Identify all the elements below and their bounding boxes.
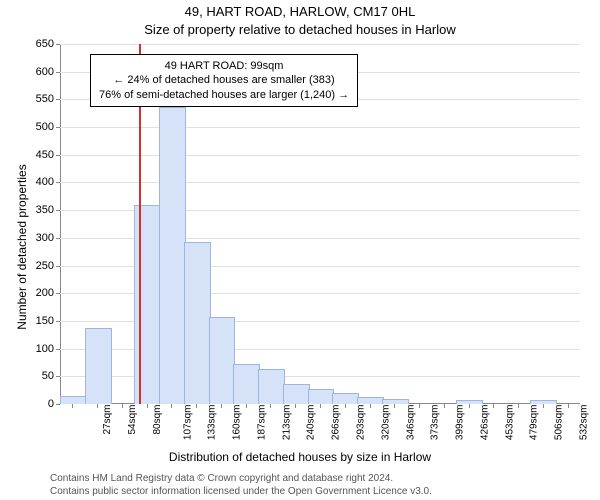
xtick-label: 373sqm — [430, 405, 441, 441]
ytick-mark — [56, 127, 60, 128]
annot-line2: ← 24% of detached houses are smaller (38… — [99, 73, 349, 87]
annotation-box: 49 HART ROAD: 99sqm ← 24% of detached ho… — [90, 54, 358, 107]
xtick-mark — [246, 404, 247, 408]
xtick-label: 213sqm — [281, 405, 292, 441]
xtick-mark — [419, 404, 420, 408]
attribution-block: Contains HM Land Registry data © Crown c… — [50, 473, 580, 498]
xtick-label: 54sqm — [127, 405, 138, 435]
xtick-label: 160sqm — [232, 405, 243, 441]
histogram-bar — [159, 107, 186, 404]
xtick-mark — [196, 404, 197, 408]
histogram-bar — [357, 397, 384, 404]
xtick-label: 107sqm — [182, 405, 193, 441]
xtick-label: 266sqm — [331, 405, 342, 441]
xtick-mark — [171, 404, 172, 408]
ytick-label: 50 — [14, 370, 54, 382]
annot-line3: 76% of semi-detached houses are larger (… — [99, 88, 349, 102]
xtick-mark — [568, 404, 569, 408]
xtick-mark — [543, 404, 544, 408]
histogram-bar — [456, 400, 483, 404]
ytick-mark — [56, 182, 60, 183]
ytick-label: 150 — [14, 315, 54, 327]
xtick-label: 27sqm — [102, 405, 113, 435]
ytick-mark — [56, 155, 60, 156]
attribution-line1: Contains HM Land Registry data © Crown c… — [50, 473, 580, 486]
xtick-mark — [72, 404, 73, 408]
ytick-mark — [56, 238, 60, 239]
histogram-bar — [332, 393, 359, 404]
xtick-label: 187sqm — [257, 405, 268, 441]
xtick-mark — [493, 404, 494, 408]
histogram-bar — [258, 369, 285, 404]
xtick-label: 399sqm — [455, 405, 466, 441]
histogram-bar — [530, 400, 557, 404]
xtick-mark — [320, 404, 321, 408]
chart-title-line1: 49, HART ROAD, HARLOW, CM17 0HL — [0, 4, 600, 19]
xtick-label: 133sqm — [207, 405, 218, 441]
xtick-label: 346sqm — [405, 405, 416, 441]
xtick-mark — [469, 404, 470, 408]
ytick-label: 300 — [14, 232, 54, 244]
xtick-label: 80sqm — [152, 405, 163, 435]
xtick-mark — [345, 404, 346, 408]
xtick-label: 453sqm — [504, 405, 515, 441]
xtick-label: 506sqm — [554, 405, 565, 441]
xtick-mark — [394, 404, 395, 408]
y-axis-line — [60, 44, 61, 404]
xtick-label: 320sqm — [380, 405, 391, 441]
histogram-bar — [209, 317, 236, 404]
xtick-mark — [444, 404, 445, 408]
ytick-mark — [56, 349, 60, 350]
ytick-mark — [56, 404, 60, 405]
xtick-mark — [518, 404, 519, 408]
xtick-label: 426sqm — [479, 405, 490, 441]
ytick-label: 450 — [14, 149, 54, 161]
ytick-mark — [56, 44, 60, 45]
xtick-mark — [221, 404, 222, 408]
histogram-bar — [283, 384, 310, 404]
ytick-label: 400 — [14, 176, 54, 188]
ytick-mark — [56, 293, 60, 294]
ytick-label: 100 — [14, 343, 54, 355]
ytick-mark — [56, 99, 60, 100]
ytick-label: 500 — [14, 121, 54, 133]
ytick-label: 600 — [14, 66, 54, 78]
ytick-label: 0 — [14, 398, 54, 410]
ytick-mark — [56, 72, 60, 73]
xtick-label: 293sqm — [356, 405, 367, 441]
ytick-label: 250 — [14, 260, 54, 272]
chart-title-line2: Size of property relative to detached ho… — [0, 22, 600, 37]
xtick-mark — [295, 404, 296, 408]
xtick-mark — [147, 404, 148, 408]
ytick-mark — [56, 210, 60, 211]
plot-area: 49 HART ROAD: 99sqm ← 24% of detached ho… — [60, 44, 580, 404]
attribution-line2: Contains public sector information licen… — [50, 486, 580, 499]
x-axis-label: Distribution of detached houses by size … — [0, 450, 600, 464]
xtick-mark — [270, 404, 271, 408]
ytick-mark — [56, 321, 60, 322]
histogram-bar — [233, 364, 260, 404]
histogram-bar — [308, 389, 335, 404]
ytick-label: 650 — [14, 38, 54, 50]
ytick-label: 550 — [14, 93, 54, 105]
xtick-label: 479sqm — [529, 405, 540, 441]
histogram-bar — [60, 396, 87, 404]
xtick-mark — [97, 404, 98, 408]
annot-line1: 49 HART ROAD: 99sqm — [99, 59, 349, 73]
xtick-mark — [370, 404, 371, 408]
xtick-label: 240sqm — [306, 405, 317, 441]
ytick-label: 200 — [14, 287, 54, 299]
histogram-bar — [184, 242, 211, 404]
ytick-mark — [56, 266, 60, 267]
ytick-label: 350 — [14, 204, 54, 216]
xtick-label: 532sqm — [578, 405, 589, 441]
ytick-mark — [56, 376, 60, 377]
histogram-bar — [85, 328, 112, 404]
xtick-mark — [122, 404, 123, 408]
